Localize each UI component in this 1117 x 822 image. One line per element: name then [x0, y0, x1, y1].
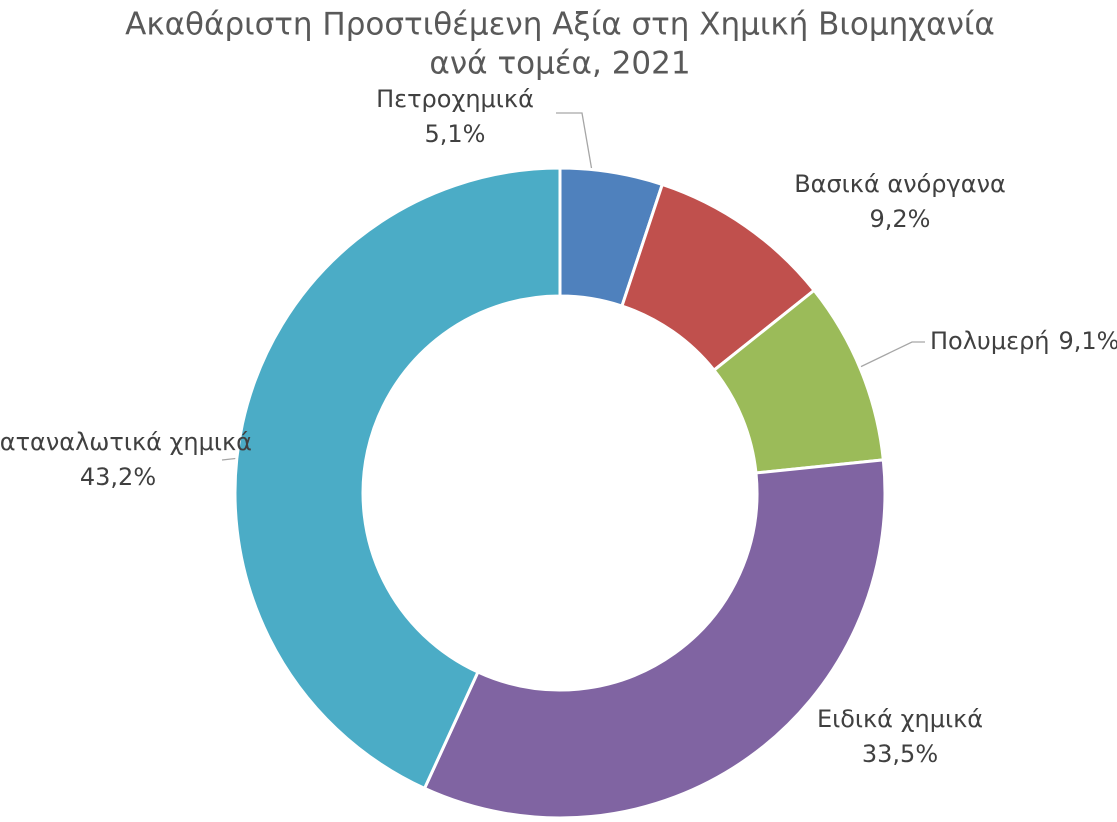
category-label: Πολυμερή — [930, 327, 1050, 355]
value-label: 33,5% — [862, 740, 938, 768]
value-label: 43,2% — [80, 463, 156, 491]
category-label: Ειδικά χημικά — [817, 705, 983, 733]
category-label: Βασικά ανόργανα — [794, 170, 1006, 198]
category-label: Πετροχημικά — [376, 85, 534, 113]
chart-title: ανά τομέα, 2021 — [429, 46, 690, 82]
donut-slice — [422, 458, 887, 820]
category-label: Καταναλωτικά χημικά — [0, 428, 252, 456]
donut-slice — [233, 166, 562, 791]
value-label: 9,1% — [1059, 327, 1117, 355]
value-label: 9,2% — [870, 205, 931, 233]
value-label: 5,1% — [425, 120, 486, 148]
chart-title: Ακαθάριστη Προστιθέμενη Αξία στη Χημική … — [125, 7, 995, 43]
data-label: Πολυμερή 9,1% — [930, 327, 1117, 355]
